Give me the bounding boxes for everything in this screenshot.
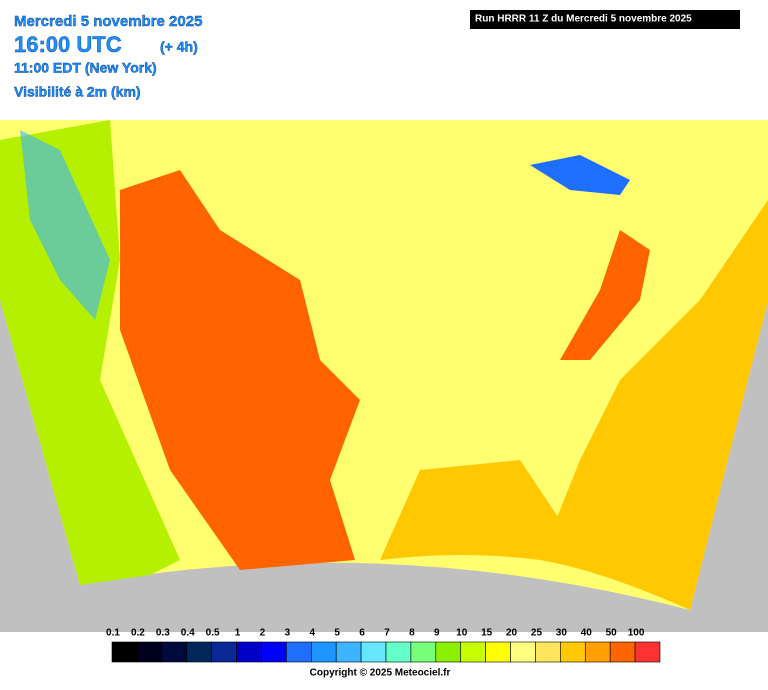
gulf-zone bbox=[380, 460, 560, 560]
legend-label: 4 bbox=[309, 628, 315, 639]
legend-swatch bbox=[161, 641, 188, 663]
legend-swatch bbox=[535, 641, 561, 663]
legend-label: 0.5 bbox=[206, 628, 220, 639]
legend-label: 0.3 bbox=[156, 628, 170, 639]
legend-label: 9 bbox=[434, 628, 440, 639]
legend-swatch bbox=[335, 641, 362, 663]
legend-swatch bbox=[286, 641, 312, 663]
utc-time: 16:00 UTC bbox=[14, 32, 122, 57]
legend-label: 2 bbox=[260, 628, 266, 639]
legend-swatch bbox=[385, 641, 412, 663]
legend-label: 8 bbox=[409, 628, 415, 639]
local-time: 11:00 EDT (New York) bbox=[14, 60, 157, 76]
copyright: Copyright © 2025 Meteociel.fr bbox=[310, 668, 451, 679]
legend-swatch bbox=[634, 641, 661, 663]
legend-swatch bbox=[510, 641, 536, 663]
legend-label: 6 bbox=[359, 628, 365, 639]
legend-swatch bbox=[186, 641, 212, 663]
legend-label: 1 bbox=[235, 628, 241, 639]
legend-swatch bbox=[111, 641, 138, 663]
date: Mercredi 5 novembre 2025 bbox=[14, 13, 202, 30]
legend-label: 20 bbox=[506, 628, 518, 639]
legend-swatch bbox=[360, 641, 387, 663]
legend-label: 5 bbox=[334, 628, 340, 639]
legend-label: 3 bbox=[285, 628, 291, 639]
legend-label: 40 bbox=[581, 628, 593, 639]
legend-swatch bbox=[560, 641, 586, 663]
legend-label: 7 bbox=[384, 628, 390, 639]
run-label: Run HRRR 11 Z du Mercredi 5 novembre 202… bbox=[475, 14, 692, 25]
legend-swatch bbox=[211, 641, 237, 663]
legend-swatch bbox=[609, 641, 636, 663]
legend: 0.1 0.2 0.3 0.4 0.5 1 2 3 4 5 6 7 8 9 10 15 20 25 30 40 50 10… bbox=[106, 628, 661, 663]
legend-label: 0.2 bbox=[131, 628, 145, 639]
legend-swatch bbox=[584, 641, 611, 663]
legend-label: 25 bbox=[531, 628, 543, 639]
legend-label: 50 bbox=[606, 628, 618, 639]
legend-swatch bbox=[310, 641, 337, 663]
legend-swatch bbox=[460, 641, 486, 663]
legend-swatch bbox=[435, 641, 462, 663]
legend-label: 15 bbox=[481, 628, 493, 639]
legend-swatch bbox=[485, 641, 511, 663]
legend-label: 100 bbox=[628, 628, 645, 639]
west-dry-zone bbox=[120, 170, 360, 570]
run-box bbox=[470, 10, 740, 29]
great-lakes-fog bbox=[530, 155, 630, 195]
atlantic-zone bbox=[540, 200, 768, 610]
legend-label: 10 bbox=[456, 628, 468, 639]
legend-swatch bbox=[136, 641, 163, 663]
parameter: Visibilité à 2m (km) bbox=[14, 84, 141, 100]
legend-label: 0.4 bbox=[181, 628, 195, 639]
legend-label: 0.1 bbox=[106, 628, 120, 639]
offset: (+ 4h) bbox=[160, 39, 198, 55]
coastal-fog bbox=[20, 130, 110, 320]
legend-swatch bbox=[236, 641, 262, 663]
legend-label: 30 bbox=[556, 628, 568, 639]
legend-swatch bbox=[410, 641, 437, 663]
legend-swatch bbox=[261, 641, 287, 663]
appalachian-zone bbox=[560, 230, 650, 360]
